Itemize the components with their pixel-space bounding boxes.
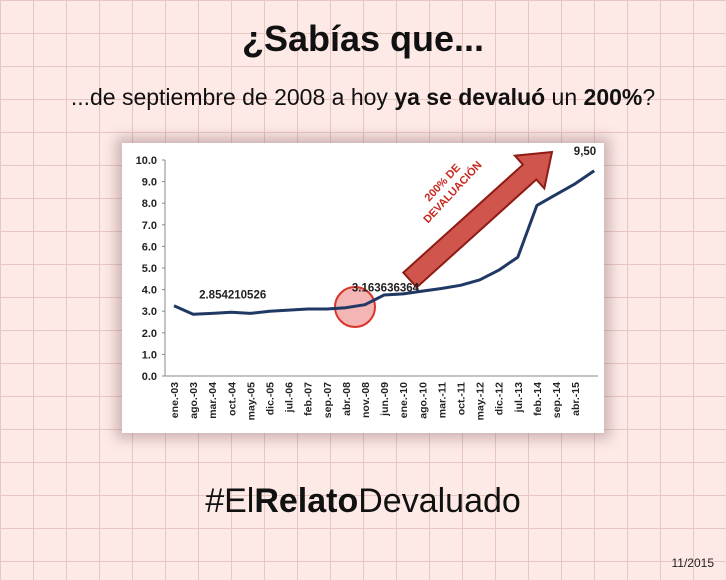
date: 11/2015 bbox=[671, 556, 715, 570]
x-tick-label: oct.-11 bbox=[456, 382, 468, 415]
text-part: ...de septiembre de 2008 a hoy bbox=[70, 84, 395, 110]
data-line bbox=[173, 169, 596, 316]
y-tick-label: 10.0 bbox=[136, 155, 157, 167]
x-tick-label: ago.-10 bbox=[417, 382, 429, 419]
y-tick-label: 3.0 bbox=[142, 306, 157, 318]
data-label: 3.163636364 bbox=[352, 283, 420, 295]
x-tick-label: mar.-04 bbox=[207, 382, 219, 419]
x-tick-label: feb.-07 bbox=[303, 382, 315, 416]
x-tick-label: may.-12 bbox=[475, 382, 487, 420]
y-tick-label: 8.0 bbox=[142, 198, 157, 210]
text-part: 200% bbox=[583, 84, 643, 110]
x-tick-label: dic.-05 bbox=[265, 382, 277, 415]
x-tick-label: jul.-06 bbox=[284, 382, 296, 414]
subtitle: ...de septiembre de 2008 a hoy ya se dev… bbox=[0, 84, 726, 111]
arrow bbox=[401, 150, 554, 289]
y-tick-label: 6.0 bbox=[142, 241, 157, 253]
x-tick-label: ago.-03 bbox=[188, 382, 200, 419]
data-label: 9,50 bbox=[574, 146, 596, 158]
y-tick-label: 2.0 bbox=[142, 328, 157, 340]
x-tick-label: nov.-08 bbox=[360, 382, 372, 418]
y-tick-label: 9.0 bbox=[142, 177, 157, 189]
x-tick-label: sep.-14 bbox=[551, 382, 563, 418]
x-tick-label: sep.-07 bbox=[322, 382, 334, 418]
text-part: Devaluado bbox=[358, 482, 521, 520]
x-tick-label: abr.-08 bbox=[341, 382, 353, 416]
x-tick-label: may.-05 bbox=[245, 382, 257, 420]
x-tick-label: ene.-10 bbox=[398, 382, 410, 418]
x-tick-label: mar.-11 bbox=[436, 382, 448, 418]
hashtag: #ElRelatoDevaluado bbox=[0, 482, 726, 521]
text-part: #El bbox=[205, 482, 255, 520]
x-tick-label: ene.-03 bbox=[169, 382, 181, 418]
x-tick-label: jul.-13 bbox=[513, 382, 525, 414]
data-label: 2.854210526 bbox=[199, 289, 266, 301]
x-tick-label: oct.-04 bbox=[226, 382, 238, 416]
y-tick-label: 1.0 bbox=[142, 349, 157, 361]
x-tick-label: dic.-12 bbox=[494, 382, 506, 415]
y-tick-label: 7.0 bbox=[142, 220, 157, 232]
x-tick-label: feb.-14 bbox=[532, 382, 544, 416]
text-part: ya se devaluó bbox=[394, 84, 546, 110]
y-tick-label: 0.0 bbox=[142, 371, 157, 383]
text-part: un bbox=[545, 84, 584, 110]
text-part: Relato bbox=[254, 482, 359, 520]
x-tick-label: jun.-09 bbox=[379, 382, 391, 417]
title: ¿Sabías que... bbox=[241, 18, 485, 59]
y-tick-label: 4.0 bbox=[142, 285, 157, 297]
text-part: ? bbox=[642, 84, 656, 110]
y-tick-label: 5.0 bbox=[142, 263, 157, 275]
x-tick-label: abr.-15 bbox=[570, 382, 582, 416]
